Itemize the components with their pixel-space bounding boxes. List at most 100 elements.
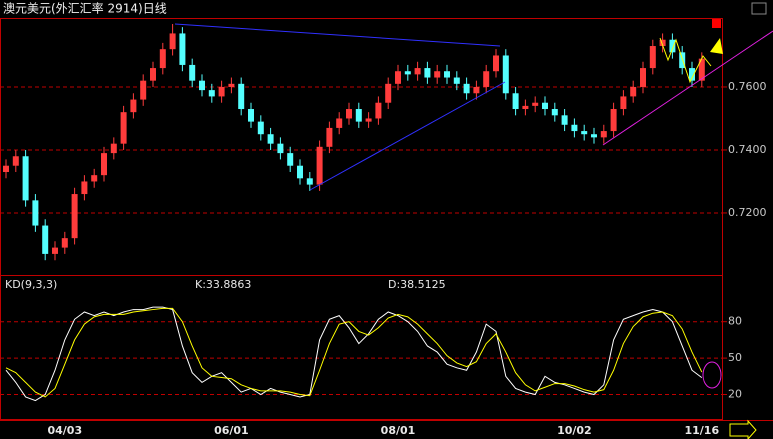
trend-line [309, 81, 506, 191]
candle-body [453, 77, 460, 84]
candle-body [463, 83, 470, 94]
arrow-drawing [710, 38, 723, 54]
candle-body [385, 83, 392, 103]
kd-line [5, 307, 703, 398]
scroll-button[interactable] [729, 419, 757, 439]
legend-k: K:33.8863 [195, 278, 251, 291]
candle-body [238, 83, 245, 110]
candle-body [179, 33, 186, 65]
indicator-title: KD(9,3,3) [5, 278, 57, 291]
candle-body [346, 109, 352, 119]
candle-body [71, 194, 78, 239]
x-tick-label: 11/16 [684, 424, 719, 437]
candle-body [159, 49, 166, 69]
candle-body [91, 175, 98, 182]
candle-body [326, 127, 333, 147]
candle-body [473, 86, 480, 94]
x-tick-label: 04/03 [47, 424, 82, 437]
candle-body [3, 165, 9, 173]
y-tick-label: 0.7400 [728, 143, 767, 156]
chart-title: 澳元美元(外汇汇率 2914)日线 [3, 1, 167, 16]
candle-body [208, 90, 215, 97]
candle-body [101, 153, 107, 176]
highlight-ellipse [702, 361, 722, 389]
candle-body [522, 105, 529, 110]
candle-body [257, 121, 264, 135]
candle-body [150, 68, 156, 81]
candle-body [316, 146, 323, 185]
candle-body [404, 71, 411, 75]
candle-body [355, 109, 362, 122]
y-tick-label: 0.7600 [728, 80, 767, 93]
candle-body [532, 102, 539, 106]
x-tick-label: 10/02 [557, 424, 592, 437]
candle-body [61, 238, 68, 248]
price-frame [0, 18, 723, 276]
candle-body [669, 39, 676, 53]
candle-body [199, 80, 205, 91]
candle-body [689, 68, 695, 81]
candle-body [297, 165, 303, 179]
trend-line [174, 23, 501, 47]
candle-body [140, 80, 147, 100]
candle-body [542, 102, 548, 110]
candle-body [591, 134, 597, 138]
kd-line [5, 306, 703, 402]
candle-body [32, 200, 39, 226]
trend-line [602, 30, 773, 146]
candle-body [22, 156, 29, 201]
window-icon[interactable] [751, 2, 767, 15]
candle-body [375, 102, 382, 119]
y-tick-label: 20 [728, 388, 742, 401]
candle-body [493, 55, 499, 72]
candle-body [610, 109, 617, 132]
candle-body [512, 93, 519, 110]
y-tick-label: 80 [728, 315, 742, 328]
candle-body [581, 131, 588, 135]
candle-body [620, 96, 627, 110]
candle-body [659, 39, 666, 47]
candle-body [424, 68, 431, 78]
candle-body [110, 143, 117, 154]
candle-body [228, 83, 235, 87]
candle-body [571, 124, 578, 132]
x-tick-label: 08/01 [381, 424, 416, 437]
candle-body [365, 118, 372, 122]
y-tick-label: 50 [728, 351, 742, 364]
candle-body [169, 33, 176, 50]
candle-body [483, 71, 490, 87]
candle-body [81, 181, 88, 195]
candle-body [649, 46, 656, 69]
y-tick-label: 0.7200 [728, 206, 767, 219]
candle-body [561, 115, 568, 125]
candle-body [434, 71, 441, 78]
candle-body [414, 68, 421, 75]
candle-body [248, 109, 254, 122]
kd-frame [0, 275, 723, 420]
candle-body [444, 71, 450, 78]
x-tick-label: 06/01 [214, 424, 249, 437]
candle-body [679, 52, 686, 69]
marker [712, 19, 721, 28]
candle-body [306, 178, 313, 185]
candle-body [698, 58, 705, 81]
candle-body [277, 143, 284, 154]
candle-body [395, 71, 401, 84]
wave-drawing [659, 37, 712, 84]
candle-body [502, 55, 509, 94]
plot: 0.7200 0.7400 0.7600 04/03 06/01 08/01 10/02 11… [0, 23, 767, 437]
candle-body [12, 156, 19, 166]
candle-body [551, 109, 558, 116]
candle-body [189, 64, 196, 81]
legend-d: D:38.5125 [388, 278, 446, 291]
candle-body [336, 118, 343, 128]
candle-body [218, 86, 225, 97]
candle-body [52, 247, 58, 254]
candle-body [130, 99, 137, 113]
candle-body [267, 134, 274, 144]
candle-body [640, 68, 646, 87]
candle-body [42, 225, 49, 254]
candle-body [287, 153, 294, 166]
candle-body [600, 131, 607, 138]
candle-body [630, 86, 637, 97]
